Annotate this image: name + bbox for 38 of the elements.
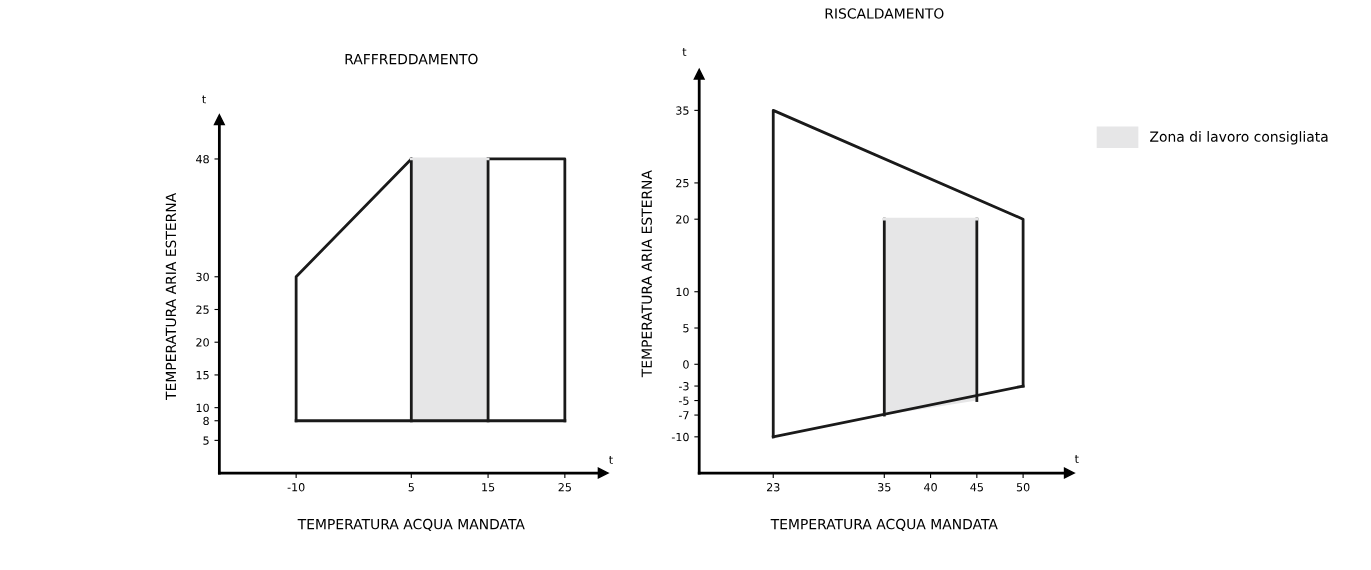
x-tick-label: 50 xyxy=(1016,483,1030,492)
legend-label: Zona di lavoro consigliata xyxy=(1150,131,1328,145)
y-tick-label: 15 xyxy=(196,371,209,380)
y-tick-label: 30 xyxy=(196,272,209,282)
text: t xyxy=(682,48,687,56)
y-tick-label: 25 xyxy=(676,178,689,188)
y-tick-label: 10 xyxy=(196,403,209,413)
y-tick-label: 25 xyxy=(196,305,209,314)
x-tick-label: 45 xyxy=(970,483,983,492)
x-tick-label: 15 xyxy=(482,483,495,492)
x-tick-label: 40 xyxy=(924,483,937,492)
x-axis-title: TEMPERATURA ACQUA MANDATA xyxy=(297,518,525,531)
x-tick-label: 25 xyxy=(558,483,571,492)
x-axis-title: TEMPERATURA ACQUA MANDATA xyxy=(770,518,998,531)
y-tick-label: -10 xyxy=(671,432,689,442)
y-axis-title: TEMPERATURA ARIA ESTERNA xyxy=(165,192,177,401)
x-tick-label: -10 xyxy=(287,483,305,492)
y-tick-label: -3 xyxy=(678,382,689,391)
y-tick-label: 48 xyxy=(196,154,209,164)
x-tick-label: 23 xyxy=(766,483,780,492)
y-tick-label: 10 xyxy=(676,287,689,297)
y-tick-label: 35 xyxy=(676,106,689,115)
y-tick-label: -5 xyxy=(678,396,689,405)
text: t xyxy=(202,95,206,104)
y-tick-label: 5 xyxy=(683,324,689,333)
y-tick-label: 20 xyxy=(196,338,209,347)
y-tick-label: 0 xyxy=(683,360,689,369)
x-tick-label: 5 xyxy=(408,483,414,492)
x-tick-label: 35 xyxy=(878,483,891,492)
y-axis-title: TEMPERATURA ARIA ESTERNA xyxy=(641,170,652,378)
chart-title: RAFFREDDAMENTO xyxy=(345,53,478,65)
y-tick-label: 20 xyxy=(676,215,689,224)
text: t xyxy=(609,455,613,464)
y-tick-label: 8 xyxy=(203,416,209,426)
text: t xyxy=(1074,455,1079,463)
chart-title: RISCALDAMENTO xyxy=(825,8,944,19)
y-tick-label: 5 xyxy=(203,436,209,445)
y-tick-label: -7 xyxy=(678,411,689,420)
